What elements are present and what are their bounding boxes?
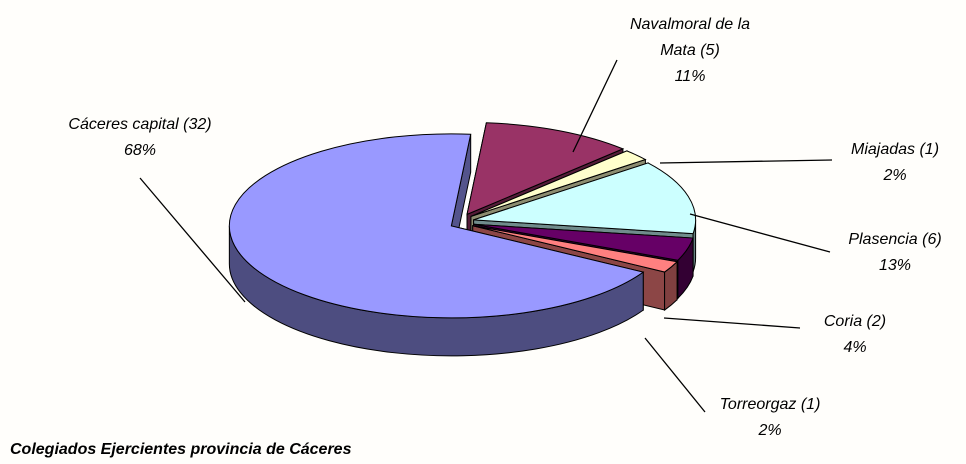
category-label: Navalmoral de la Mata (5) <box>620 12 760 64</box>
slice-label: Cáceres capital (32)68% <box>40 112 240 164</box>
slice-label: Torreorgaz (1)2% <box>700 392 840 444</box>
page: Colegiados Ejercientes provincia de Cáce… <box>0 0 966 464</box>
slice-label: Coria (2)4% <box>790 309 920 361</box>
category-label: Coria (2) <box>790 309 920 335</box>
leader-line <box>660 160 832 163</box>
chart-title: Colegiados Ejercientes provincia de Cáce… <box>10 441 351 459</box>
value-label: 2% <box>830 163 960 189</box>
leader-line <box>664 318 800 328</box>
leader-line <box>645 338 705 412</box>
slice-label: Plasencia (6)13% <box>830 227 960 279</box>
value-label: 68% <box>40 138 240 164</box>
category-label: Miajadas (1) <box>830 137 960 163</box>
leader-line <box>573 60 617 152</box>
value-label: 4% <box>790 335 920 361</box>
category-label: Plasencia (6) <box>830 227 960 253</box>
leader-line <box>690 214 830 252</box>
value-label: 2% <box>700 418 840 444</box>
value-label: 13% <box>830 253 960 279</box>
category-label: Torreorgaz (1) <box>700 392 840 418</box>
category-label: Cáceres capital (32) <box>40 112 240 138</box>
value-label: 11% <box>620 64 760 90</box>
slice-label: Navalmoral de la Mata (5)11% <box>620 12 760 90</box>
slice-label: Miajadas (1)2% <box>830 137 960 189</box>
